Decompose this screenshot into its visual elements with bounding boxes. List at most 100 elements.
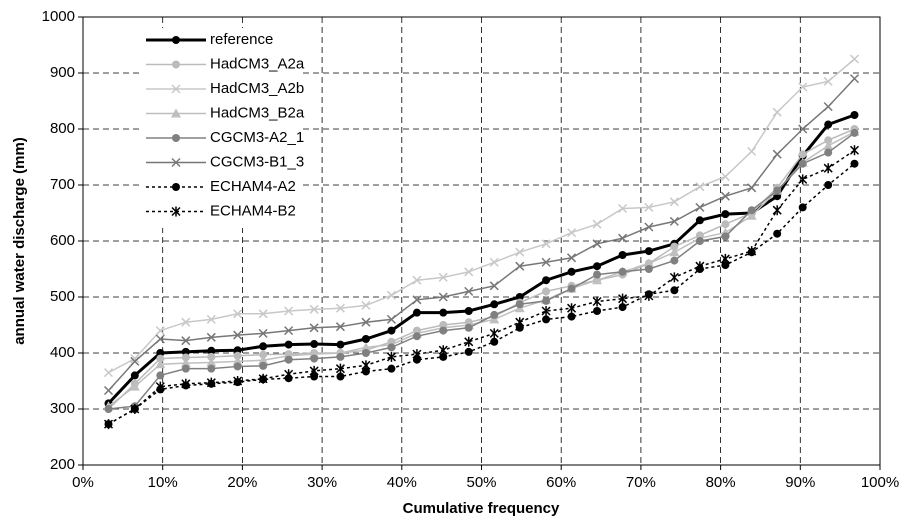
series-line [107, 78, 856, 392]
series-line [108, 132, 855, 410]
marker [103, 368, 114, 378]
marker [644, 290, 654, 301]
marker [515, 293, 524, 301]
marker [309, 304, 319, 314]
marker [850, 128, 859, 137]
legend-marker [172, 60, 180, 69]
marker [490, 337, 499, 346]
marker [618, 251, 627, 259]
marker [464, 286, 474, 296]
marker [747, 246, 757, 257]
marker [130, 356, 140, 366]
marker [129, 381, 140, 391]
marker [823, 102, 833, 112]
y-tick-label: 500 [50, 288, 75, 305]
marker [310, 372, 319, 381]
x-tick-label: 30% [307, 474, 337, 491]
legend-marker [172, 183, 180, 191]
marker [592, 219, 602, 229]
marker [387, 364, 396, 373]
marker [336, 372, 345, 381]
marker [412, 295, 422, 305]
marker [644, 202, 654, 212]
marker [284, 340, 293, 349]
legend-label: CGCM3-B1_3 [210, 153, 304, 170]
legend-marker [172, 36, 180, 44]
marker [130, 404, 140, 414]
x-tick-label: 60% [546, 474, 576, 491]
marker [720, 191, 730, 201]
x-axis-label: Cumulative frequency [403, 500, 560, 517]
marker [644, 222, 654, 232]
marker [541, 239, 551, 249]
legend-label: HadCM3_B2a [210, 104, 305, 121]
y-tick-label: 400 [50, 344, 75, 361]
marker [181, 336, 191, 346]
marker [618, 267, 627, 276]
series-line [107, 128, 855, 410]
marker [798, 159, 807, 168]
legend-label: HadCM3_A2b [210, 80, 304, 97]
legend-box [140, 28, 300, 228]
marker [180, 358, 191, 368]
marker [592, 275, 603, 285]
marker [618, 293, 628, 304]
marker [464, 307, 473, 315]
marker [336, 352, 345, 361]
marker [361, 335, 370, 343]
x-tick-label: 20% [227, 474, 257, 491]
marker [721, 220, 730, 229]
marker [490, 300, 499, 309]
marker [669, 197, 679, 207]
marker [233, 376, 243, 386]
marker [695, 261, 705, 272]
series-line [108, 149, 855, 425]
marker [439, 308, 448, 317]
marker [772, 149, 782, 159]
series-line [108, 163, 855, 425]
marker [542, 276, 551, 285]
marker [206, 314, 216, 324]
legend-label: HadCM3_A2a [210, 55, 305, 72]
series-line [107, 113, 856, 405]
marker [798, 124, 808, 134]
marker [103, 385, 114, 396]
marker [386, 290, 396, 300]
marker [284, 326, 294, 336]
marker [156, 349, 165, 357]
marker [310, 354, 319, 363]
marker [592, 296, 602, 307]
marker [181, 347, 190, 356]
marker [515, 261, 525, 271]
marker [309, 323, 319, 333]
x-tick-label: 0% [72, 474, 94, 491]
marker [181, 378, 191, 389]
marker [412, 332, 421, 341]
marker [258, 309, 268, 319]
marker [386, 314, 396, 324]
x-tick-label: 50% [466, 474, 496, 491]
marker [515, 247, 525, 257]
marker [181, 317, 191, 327]
marker [669, 247, 680, 257]
marker [361, 360, 371, 371]
legend-label: CGCM3-A2_1 [210, 129, 304, 146]
marker [567, 303, 577, 314]
x-tick-label: 100% [861, 474, 899, 491]
marker [438, 272, 448, 282]
marker [233, 346, 242, 355]
marker [360, 342, 371, 352]
marker [542, 287, 551, 296]
marker [772, 107, 782, 117]
marker [464, 267, 474, 277]
marker [798, 174, 808, 185]
marker [130, 354, 140, 364]
marker [643, 258, 654, 268]
marker [310, 340, 319, 349]
marker [233, 362, 242, 371]
marker [541, 257, 551, 267]
marker [542, 315, 551, 324]
marker [773, 229, 782, 238]
marker [233, 351, 242, 360]
y-tick-label: 1000 [42, 8, 75, 25]
